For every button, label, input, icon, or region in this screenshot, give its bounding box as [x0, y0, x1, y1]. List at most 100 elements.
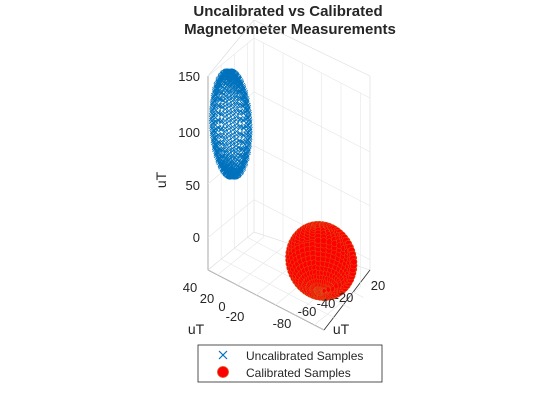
- calibrated-point: [350, 258, 358, 266]
- legend-label-uncalibrated: Uncalibrated Samples: [246, 349, 363, 363]
- uncalibrated-point: [246, 119, 253, 126]
- uncalibrated-point: [226, 159, 233, 165]
- z-tick-label: 50: [186, 178, 200, 193]
- grid-line: [253, 37, 371, 99]
- uncalibrated-point: [212, 91, 218, 98]
- uncalibrated-point: [218, 79, 225, 85]
- uncalibrated-point: [233, 128, 240, 135]
- z-axis-label: uT: [153, 171, 169, 188]
- legend-label-calibrated: Calibrated Samples: [246, 366, 351, 380]
- uncalibrated-point: [214, 140, 221, 147]
- uncalibrated-point: [211, 144, 218, 151]
- uncalibrated-point: [214, 84, 221, 91]
- uncalibrated-point: [229, 141, 236, 148]
- uncalibrated-point: [218, 146, 225, 153]
- uncalibrated-point: [226, 90, 232, 97]
- uncalibrated-point: [222, 132, 229, 139]
- grid-line: [221, 258, 338, 320]
- uncalibrated-point: [229, 80, 236, 87]
- grid-line: [253, 91, 371, 153]
- uncalibrated-point: [213, 85, 220, 92]
- uncalibrated-point: [233, 99, 240, 106]
- uncalibrated-point: [233, 92, 240, 99]
- uncalibrated-point: [237, 130, 243, 137]
- uncalibrated-point: [233, 121, 240, 127]
- legend-marker-x-icon: [218, 350, 228, 360]
- uncalibrated-point: [221, 152, 228, 159]
- chart-subtitle: Magnetometer Measurements: [184, 21, 396, 38]
- uncalibrated-point: [218, 111, 225, 118]
- uncalibrated-point: [229, 148, 236, 155]
- x-tick-label: -40: [317, 296, 336, 311]
- grid-line: [253, 145, 371, 207]
- uncalibrated-point: [212, 134, 218, 141]
- uncalibrated-point: [209, 122, 215, 129]
- uncalibrated-point: [238, 79, 244, 86]
- grid-line: [207, 199, 255, 238]
- uncalibrated-point: [209, 108, 215, 115]
- axis-edge: [323, 269, 371, 331]
- uncalibrated-point: [232, 81, 239, 88]
- uncalibrated-point: [233, 106, 240, 113]
- x-tick-label: 20: [371, 278, 385, 293]
- uncalibrated-point: [232, 86, 239, 93]
- uncalibrated-point: [236, 94, 243, 101]
- grid-line: [207, 269, 325, 331]
- y-tick-labels: 40 20 0 -20: [183, 280, 245, 324]
- uncalibrated-point: [219, 97, 226, 104]
- uncalibrated-point: [233, 113, 240, 120]
- uncalibrated-point: [226, 125, 232, 132]
- x-axis-label: uT: [333, 321, 350, 337]
- x-tick-label: -60: [298, 304, 317, 319]
- uncalibrated-point: [226, 96, 232, 103]
- legend-box: [197, 344, 383, 383]
- uncalibrated-point: [229, 127, 236, 133]
- x-tick-labels: -80 -60 -40 -20 20: [273, 278, 386, 331]
- z-tick-labels: 150 100 50 0: [178, 69, 200, 245]
- uncalibrated-point: [230, 119, 236, 126]
- grid-line: [314, 286, 361, 326]
- uncalibrated-point: [232, 142, 239, 149]
- uncalibrated-point: [230, 112, 236, 118]
- uncalibrated-point: [229, 97, 236, 104]
- series-uncalibrated: [208, 68, 253, 180]
- calibrated-point: [314, 236, 322, 244]
- uncalibrated-point: [237, 123, 244, 129]
- legend: Uncalibrated Samples Calibrated Samples: [197, 344, 383, 383]
- z-tick-label: 100: [178, 125, 200, 140]
- legend-marker-dot-icon: [217, 366, 229, 378]
- y-tick-label: -20: [226, 309, 245, 324]
- uncalibrated-point: [208, 115, 215, 122]
- grid-line: [236, 246, 284, 286]
- axis-edge: [207, 231, 255, 271]
- uncalibrated-point: [229, 91, 236, 98]
- uncalibrated-point: [235, 83, 241, 89]
- uncalibrated-point: [232, 149, 239, 156]
- uncalibrated-point: [226, 103, 232, 110]
- uncalibrated-point: [226, 111, 232, 117]
- uncalibrated-point: [218, 119, 225, 126]
- uncalibrated-point: [230, 104, 236, 111]
- uncalibrated-point: [233, 135, 240, 142]
- y-tick-label: 0: [218, 299, 225, 314]
- uncalibrated-point: [236, 88, 242, 95]
- uncalibrated-point: [226, 84, 233, 91]
- grid-line: [207, 37, 255, 77]
- chart-title: Uncalibrated vs Calibrated: [193, 3, 382, 20]
- y-tick-label: 20: [200, 291, 214, 306]
- z-tick-label: 0: [193, 230, 200, 245]
- uncalibrated-point: [233, 161, 239, 168]
- uncalibrated-point: [237, 108, 244, 115]
- uncalibrated-point: [229, 134, 236, 141]
- axis-edge: [253, 19, 371, 77]
- uncalibrated-point: [210, 137, 217, 144]
- uncalibrated-point: [229, 85, 236, 92]
- uncalibrated-point: [237, 101, 243, 108]
- z-tick-label: 150: [178, 69, 200, 84]
- y-tick-label: 40: [183, 280, 197, 295]
- uncalibrated-point: [219, 153, 226, 159]
- grid-line: [217, 236, 264, 276]
- uncalibrated-point: [236, 144, 242, 151]
- uncalibrated-point: [226, 133, 232, 140]
